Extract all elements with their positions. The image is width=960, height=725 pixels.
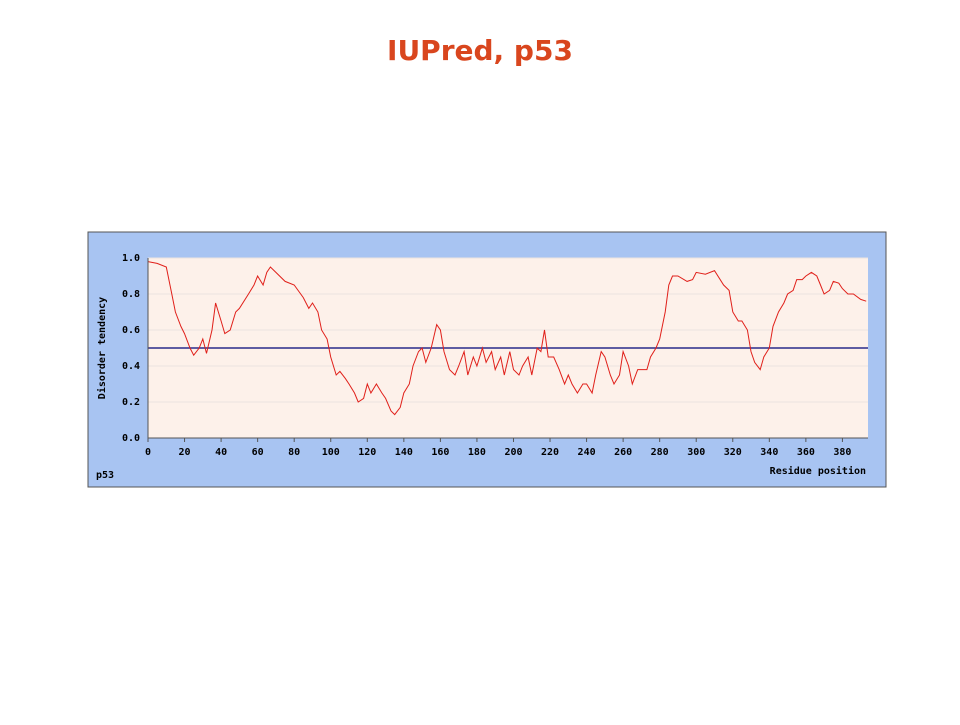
x-tick-label: 0 xyxy=(145,447,151,458)
x-tick-label: 180 xyxy=(468,447,486,458)
x-axis-title: Residue position xyxy=(770,465,866,477)
y-tick-label: 0.8 xyxy=(122,289,140,300)
y-axis-title: Disorder tendency xyxy=(96,297,108,399)
y-tick-label: 0.0 xyxy=(122,433,140,444)
x-tick-label: 80 xyxy=(288,447,300,458)
y-tick-label: 0.2 xyxy=(122,397,140,408)
x-tick-label: 40 xyxy=(215,447,227,458)
x-tick-label: 140 xyxy=(395,447,413,458)
x-tick-label: 360 xyxy=(797,447,815,458)
disorder-line xyxy=(147,261,867,416)
x-tick-label: 320 xyxy=(724,447,742,458)
slide-title: IUPred, p53 xyxy=(387,34,573,67)
x-tick-label: 380 xyxy=(833,447,851,458)
x-tick-label: 300 xyxy=(687,447,705,458)
x-tick-label: 200 xyxy=(504,447,522,458)
x-tick-label: 120 xyxy=(358,447,376,458)
x-tick-label: 20 xyxy=(179,447,191,458)
y-tick-label: 0.4 xyxy=(122,361,140,372)
x-tick-label: 340 xyxy=(760,447,778,458)
x-tick-label: 240 xyxy=(578,447,596,458)
x-tick-label: 280 xyxy=(651,447,669,458)
x-tick-label: 260 xyxy=(614,447,632,458)
y-tick-label: 0.6 xyxy=(122,325,140,336)
x-tick-label: 160 xyxy=(431,447,449,458)
x-tick-label: 60 xyxy=(252,447,264,458)
x-tick-label: 100 xyxy=(322,447,340,458)
y-tick-label: 1.0 xyxy=(122,253,140,264)
x-tick-label: 220 xyxy=(541,447,559,458)
protein-label: p53 xyxy=(96,470,114,481)
